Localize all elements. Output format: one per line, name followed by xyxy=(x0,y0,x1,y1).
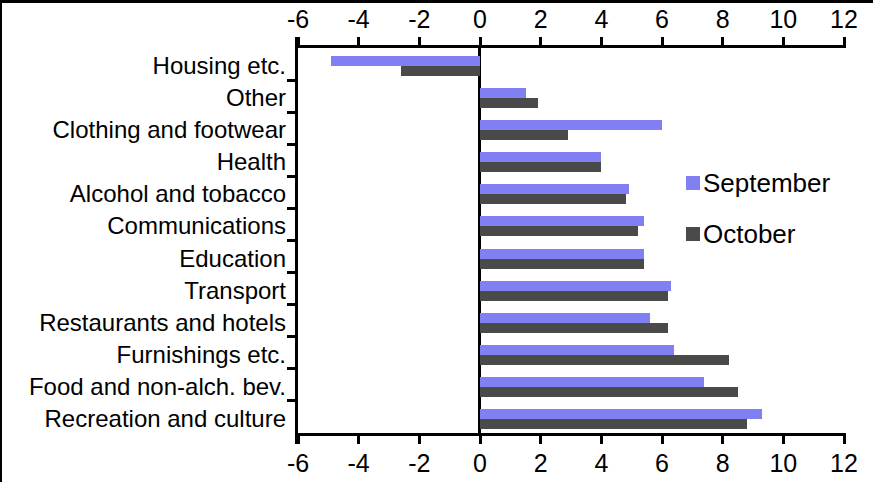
y-axis xyxy=(295,37,298,444)
x-tick-mark-top xyxy=(721,37,724,45)
bar-chart: September October -6-6-4-4-2-20022446688… xyxy=(0,0,873,482)
x-tick-mark-top xyxy=(418,37,421,45)
bar-september-7 xyxy=(480,281,671,291)
bar-september-1 xyxy=(480,88,526,98)
x-tick-mark-top xyxy=(539,37,542,45)
bar-september-3 xyxy=(480,152,601,162)
x-axis-top xyxy=(295,45,846,48)
bar-september-0 xyxy=(331,56,480,66)
bar-october-4 xyxy=(480,194,626,204)
category-label: Other xyxy=(0,83,290,113)
october-legend-swatch xyxy=(686,227,700,241)
category-label: Housing etc. xyxy=(0,51,290,81)
bar-september-2 xyxy=(480,120,662,130)
category-label: Food and non-alch. bev. xyxy=(0,372,290,402)
category-label: Recreation and culture xyxy=(0,404,290,434)
x-tick-mark-top xyxy=(843,37,846,45)
september-legend-swatch xyxy=(686,176,700,190)
x-tick-mark-bottom xyxy=(297,436,300,444)
september-legend-label: September xyxy=(703,168,830,199)
x-tick-label-top: 12 xyxy=(804,5,873,33)
frame-top-border xyxy=(0,0,873,3)
category-label: Furnishings etc. xyxy=(0,340,290,370)
x-tick-mark-bottom xyxy=(479,436,482,444)
x-tick-mark-top xyxy=(479,37,482,45)
bar-october-3 xyxy=(480,162,601,172)
bar-october-5 xyxy=(480,226,638,236)
category-label: Education xyxy=(0,244,290,274)
bar-october-1 xyxy=(480,98,538,108)
bar-october-6 xyxy=(480,259,644,269)
bar-september-8 xyxy=(480,313,650,323)
bar-october-0 xyxy=(401,66,480,76)
bar-october-11 xyxy=(480,419,747,429)
x-tick-mark-bottom xyxy=(539,436,542,444)
x-tick-mark-top xyxy=(661,37,664,45)
x-tick-mark-bottom xyxy=(782,436,785,444)
bar-september-9 xyxy=(480,345,674,355)
x-tick-mark-bottom xyxy=(357,436,360,444)
x-tick-mark-bottom xyxy=(600,436,603,444)
x-axis-bottom xyxy=(295,433,846,436)
category-label: Restaurants and hotels xyxy=(0,308,290,338)
x-tick-mark-top xyxy=(600,37,603,45)
x-tick-mark-bottom xyxy=(418,436,421,444)
x-tick-label-bottom: 12 xyxy=(804,449,873,477)
bar-october-9 xyxy=(480,355,729,365)
legend-item-october: October xyxy=(686,220,796,248)
x-tick-mark-top xyxy=(297,37,300,45)
bar-october-2 xyxy=(480,130,568,140)
bar-september-5 xyxy=(480,216,644,226)
bar-september-6 xyxy=(480,249,644,259)
category-label: Transport xyxy=(0,276,290,306)
october-legend-label: October xyxy=(703,219,796,250)
category-label: Communications xyxy=(0,211,290,241)
x-tick-mark-top xyxy=(782,37,785,45)
x-tick-mark-top xyxy=(357,37,360,45)
x-tick-mark-bottom xyxy=(843,436,846,444)
bar-september-10 xyxy=(480,377,704,387)
bar-october-8 xyxy=(480,323,668,333)
bar-october-7 xyxy=(480,291,668,301)
bar-september-11 xyxy=(480,409,762,419)
category-label: Alcohol and tobacco xyxy=(0,179,290,209)
category-label: Clothing and footwear xyxy=(0,115,290,145)
bar-october-10 xyxy=(480,387,738,397)
bar-september-4 xyxy=(480,184,629,194)
x-tick-mark-bottom xyxy=(661,436,664,444)
legend-item-september: September xyxy=(686,169,830,197)
x-tick-mark-bottom xyxy=(721,436,724,444)
category-label: Health xyxy=(0,147,290,177)
